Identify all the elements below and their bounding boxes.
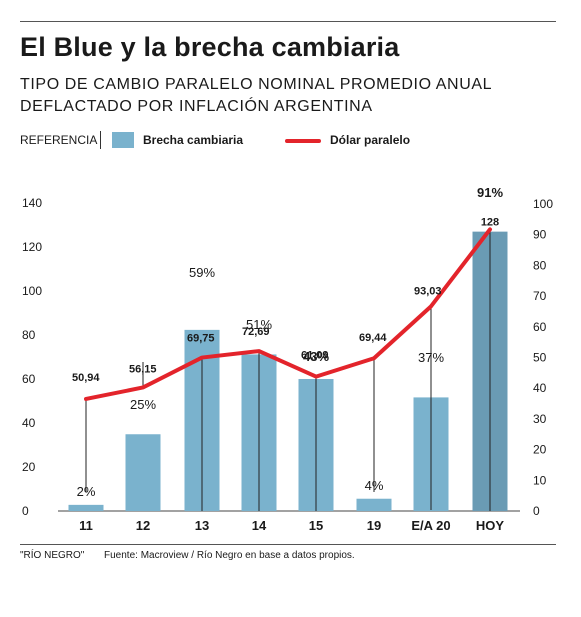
x-category-label: E/A 20	[411, 518, 450, 533]
bar-percent-label: 43%	[303, 349, 329, 364]
y-left-tick-label: 140	[22, 196, 42, 210]
x-category-label: 15	[309, 518, 323, 533]
footer-source: Fuente: Macroview / Río Negro en base a …	[104, 550, 355, 561]
legend-separator	[100, 131, 101, 149]
bottom-rule	[20, 544, 556, 545]
bar-percent-label: 59%	[189, 265, 215, 280]
y-right-tick-label: 90	[533, 228, 547, 242]
y-right-tick-label: 40	[533, 381, 547, 395]
y-left-tick-label: 40	[22, 416, 36, 430]
bar-percent-label: 4%	[365, 478, 384, 493]
bar-brecha	[68, 504, 104, 511]
y-right-tick-label: 60	[533, 320, 547, 334]
y-left-tick-label: 20	[22, 460, 36, 474]
line-value-label: 69,44	[359, 332, 387, 344]
line-dolar-paralelo	[84, 227, 492, 401]
x-category-label: 14	[252, 518, 267, 533]
bar-brecha	[356, 498, 392, 511]
x-category-label: 19	[367, 518, 381, 533]
y-right-tick-label: 20	[533, 443, 547, 457]
legend-line-label: Dólar paralelo	[330, 133, 411, 147]
legend-bar-label: Brecha cambiaria	[143, 133, 244, 147]
footer-credit: "RÍO NEGRO"	[20, 550, 85, 561]
bar-percent-label: 51%	[246, 317, 272, 332]
y-right-tick-label: 50	[533, 351, 547, 365]
y-right-tick-label: 10	[533, 473, 547, 487]
y-right-tick-label: 30	[533, 412, 547, 426]
bar-percent-label: 2%	[77, 484, 96, 499]
line-value-label: 128	[481, 216, 499, 228]
line-value-label: 56,15	[129, 363, 157, 375]
line-value-label: 93,03	[414, 285, 442, 297]
line-value-label: 50,94	[72, 372, 100, 384]
bar-brecha	[125, 434, 161, 511]
y-left-tick-label: 80	[22, 328, 36, 342]
x-category-label: HOY	[476, 518, 505, 533]
chart-subtitle: TIPO DE CAMBIO PARALELO NOMINAL PROMEDIO…	[20, 76, 492, 115]
x-category-label: 12	[136, 518, 150, 533]
y-right-tick-label: 0	[533, 504, 540, 518]
bar-percent-label: 91%	[477, 185, 503, 200]
x-category-label: 11	[79, 518, 93, 533]
line-value-label: 72,69	[242, 326, 270, 338]
line-value-label: 69,75	[187, 333, 215, 345]
legend-line-swatch	[285, 139, 321, 143]
y-left-tick-label: 100	[22, 284, 42, 298]
y-left-tick-label: 120	[22, 240, 42, 254]
legend-bar-swatch	[112, 132, 134, 148]
top-rule	[20, 21, 556, 22]
y-right-tick-label: 80	[533, 258, 547, 272]
line-value-label: 61,09	[301, 350, 329, 362]
bar-percent-label: 37%	[418, 350, 444, 365]
chart-title: El Blue y la brecha cambiaria	[20, 32, 400, 62]
x-category-label: 13	[195, 518, 209, 533]
y-left-tick-label: 60	[22, 372, 36, 386]
y-right-tick-label: 70	[533, 289, 547, 303]
y-left-tick-label: 0	[22, 504, 29, 518]
legend-reference-label: REFERENCIA	[20, 133, 98, 147]
bar-percent-label: 25%	[130, 397, 156, 412]
y-right-tick-label: 100	[533, 197, 553, 211]
